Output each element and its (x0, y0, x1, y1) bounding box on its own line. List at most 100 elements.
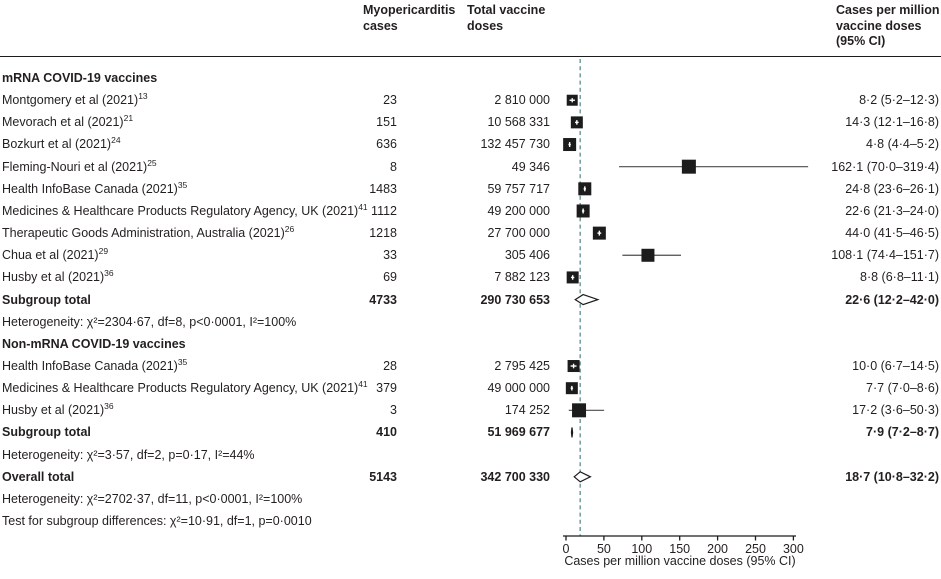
doses-value: 174 252 (504, 403, 550, 418)
row-label: Therapeutic Goods Administration, Austra… (2, 223, 295, 241)
note-row: Test for subgroup differences: χ²=10·91,… (0, 510, 941, 532)
column-header-doses: Total vaccine doses (467, 3, 546, 33)
doses-value: 290 730 653 (480, 292, 550, 307)
row-label: Test for subgroup differences: χ²=10·91,… (2, 514, 312, 528)
doses-value: 49 000 000 (487, 381, 550, 396)
doses-value: 51 969 677 (487, 425, 550, 440)
doses-value: 132 457 730 (480, 137, 550, 152)
row-label: Mevorach et al (2021)21 (2, 113, 134, 130)
rate-ci-value: 17·2 (3·6–50·3) (852, 403, 939, 418)
reference-superscript: 25 (147, 157, 157, 168)
rate-ci-value: 22·6 (21·3–24·0) (845, 203, 939, 218)
study-row: Medicines & Healthcare Products Regulato… (0, 200, 941, 222)
reference-superscript: 24 (111, 135, 121, 146)
row-label: Subgroup total (2, 425, 91, 440)
cases-value: 4733 (369, 292, 397, 307)
row-label: Fleming-Nouri et al (2021)25 (2, 157, 157, 174)
cases-value: 410 (376, 425, 397, 440)
rate-ci-value: 8·8 (6·8–11·1) (860, 270, 939, 285)
total-row: Subgroup total 4733 290 730 653 22·6 (12·2–… (0, 289, 941, 311)
doses-value: 49 346 (511, 159, 550, 174)
cases-value: 379 (376, 381, 397, 396)
note-row: Heterogeneity: χ²=2304·67, df=8, p<0·000… (0, 311, 941, 333)
doses-value: 10 568 331 (487, 115, 550, 130)
study-row: Husby et al (2021)36 69 7 882 123 8·8 (6·8–… (0, 266, 941, 288)
reference-superscript: 41 (358, 378, 368, 389)
doses-value: 49 200 000 (487, 203, 550, 218)
column-header-rate: Cases per million vaccine doses (95% CI) (836, 3, 940, 48)
doses-value: 305 406 (504, 248, 550, 263)
reference-superscript: 35 (177, 179, 188, 190)
doses-value: 2 810 000 (494, 93, 550, 108)
row-label: Health InfoBase Canada (2021)35 (2, 356, 188, 373)
row-label: Non-mRNA COVID-19 vaccines (2, 336, 186, 351)
rate-ci-value: 7·9 (7·2–8·7) (866, 425, 939, 440)
section-row: mRNA COVID-19 vaccines (0, 67, 941, 89)
reference-superscript: 36 (104, 401, 114, 412)
rate-ci-value: 4·8 (4·4–5·2) (866, 137, 939, 152)
column-header-cases: Myopericarditis cases (363, 3, 456, 33)
reference-superscript: 29 (98, 246, 109, 257)
study-row: Therapeutic Goods Administration, Austra… (0, 222, 941, 244)
cases-value: 636 (376, 137, 397, 152)
cases-value: 3 (390, 403, 397, 418)
rate-ci-value: 44·0 (41·5–46·5) (845, 226, 939, 241)
row-label: Medicines & Healthcare Products Regulato… (2, 378, 368, 396)
row-label: Health InfoBase Canada (2021)35 (2, 179, 188, 196)
study-row: Health InfoBase Canada (2021)35 28 2 795 4… (0, 355, 941, 377)
cases-value: 33 (383, 248, 397, 263)
cases-value: 69 (383, 270, 397, 285)
header-rule (0, 56, 941, 57)
cases-value: 5143 (369, 469, 397, 484)
study-row: Montgomery et al (2021)13 23 2 810 000 8·2 … (0, 89, 941, 111)
study-row: Health InfoBase Canada (2021)35 1483 59 75… (0, 178, 941, 200)
row-label: Chua et al (2021)29 (2, 246, 109, 263)
row-label: Husby et al (2021)36 (2, 268, 114, 285)
study-row: Mevorach et al (2021)21 151 10 568 331 14·3… (0, 111, 941, 133)
study-row: Medicines & Healthcare Products Regulato… (0, 377, 941, 399)
section-row: Non-mRNA COVID-19 vaccines (0, 333, 941, 355)
row-label: Husby et al (2021)36 (2, 401, 114, 418)
doses-value: 27 700 000 (487, 226, 550, 241)
doses-value: 59 757 717 (487, 181, 550, 196)
rate-ci-value: 22·6 (12·2–42·0) (845, 292, 939, 307)
doses-value: 7 882 123 (494, 270, 550, 285)
note-row: Heterogeneity: χ²=2702·37, df=11, p<0·00… (0, 488, 941, 510)
rate-ci-value: 10·0 (6·7–14·5) (852, 358, 939, 373)
study-row: Chua et al (2021)29 33 305 406 108·1 (74·4–… (0, 244, 941, 266)
reference-superscript: 26 (284, 223, 295, 234)
rate-ci-value: 18·7 (10·8–32·2) (845, 469, 939, 484)
total-row: Subgroup total 410 51 969 677 7·9 (7·2–8·7) (0, 421, 941, 443)
row-label: Medicines & Healthcare Products Regulato… (2, 201, 368, 218)
row-label: mRNA COVID-19 vaccines (2, 71, 158, 85)
note-row: Heterogeneity: χ²=3·57, df=2, p=0·17, I²… (0, 444, 941, 466)
doses-value: 342 700 330 (480, 469, 550, 484)
row-label: Montgomery et al (2021)13 (2, 90, 148, 108)
study-row: Bozkurt et al (2021)24 636 132 457 730 4·8 … (0, 133, 941, 155)
rate-ci-value: 8·2 (5·2–12·3) (859, 93, 939, 108)
reference-superscript: 13 (138, 90, 148, 101)
reference-superscript: 41 (358, 201, 368, 212)
doses-value: 2 795 425 (494, 358, 550, 373)
rate-ci-value: 162·1 (70·0–319·4) (831, 159, 939, 174)
reference-superscript: 35 (177, 356, 188, 367)
cases-value: 23 (383, 93, 397, 108)
total-row: Overall total 5143 342 700 330 18·7 (10·8–3… (0, 466, 941, 488)
x-axis-title: Cases per million vaccine doses (95% CI) (564, 554, 796, 568)
cases-value: 28 (383, 358, 397, 373)
row-label: Bozkurt et al (2021)24 (2, 135, 121, 152)
cases-value: 1483 (369, 181, 397, 196)
rate-ci-value: 7·7 (7·0–8·6) (866, 381, 939, 396)
row-label: Heterogeneity: χ²=3·57, df=2, p=0·17, I²… (2, 447, 255, 462)
cases-value: 151 (376, 115, 397, 130)
study-row: Husby et al (2021)36 3 174 252 17·2 (3·6–50… (0, 399, 941, 421)
study-row: Fleming-Nouri et al (2021)25 8 49 346 162·1… (0, 156, 941, 178)
row-label: Heterogeneity: χ²=2702·37, df=11, p<0·00… (2, 491, 303, 506)
rate-ci-value: 24·8 (23·6–26·1) (845, 181, 939, 196)
cases-value: 8 (390, 159, 397, 174)
reference-superscript: 21 (123, 113, 134, 124)
row-label: Overall total (2, 469, 75, 484)
row-label: Subgroup total (2, 292, 91, 307)
